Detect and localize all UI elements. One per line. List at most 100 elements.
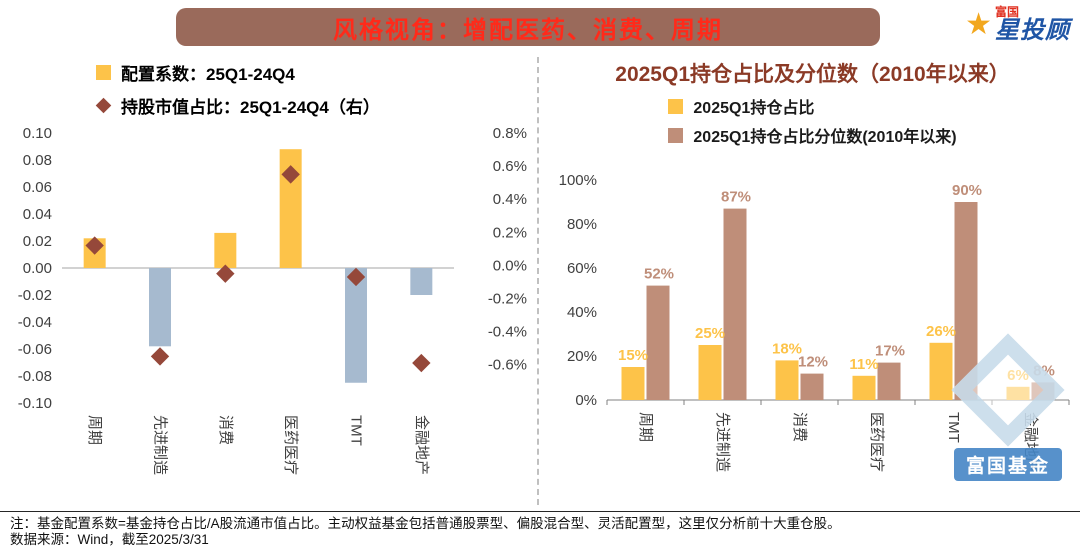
legend-item-allocation: 配置系数：25Q1-24Q4 (96, 60, 380, 85)
right-axis-tick-label: 0.0% (493, 257, 527, 274)
category-label: 医药医疗 (282, 415, 299, 475)
category-label: 周期 (86, 415, 103, 445)
left-axis-tick-label: 0.00 (23, 260, 52, 277)
right-axis-tick-label: 0.6% (493, 158, 527, 175)
y-axis-tick-label: 0% (575, 392, 597, 409)
percentile-bar (954, 202, 978, 400)
legend-label: 持股市值占比：25Q1-24Q4（右） (121, 98, 380, 117)
page-title: 风格视角：增配医药、消费、周期 (333, 16, 723, 44)
holding-share-diamond (281, 165, 300, 184)
holdings-chart-title: 2025Q1持仓占比及分位数（2010年以来） (615, 63, 1010, 86)
fullgoal-watermark: 富国基金 (942, 333, 1074, 481)
right-axis-tick-label: -0.4% (488, 324, 527, 341)
holding-share-diamond (216, 264, 235, 283)
legend-item-percentile: 2025Q1持仓占比分位数(2010年以来) (668, 123, 957, 147)
holdings-chart-legend: 2025Q1持仓占比 2025Q1持仓占比分位数(2010年以来) (545, 94, 1080, 152)
holding-share-diamond (150, 347, 170, 366)
holding-share-value-label: 15% (618, 347, 648, 364)
legend-item-holding-share: 2025Q1持仓占比 (668, 94, 814, 118)
right-axis-tick-label: 0.8% (493, 125, 527, 142)
left-axis-tick-label: -0.08 (18, 368, 52, 385)
category-label: TMT (348, 415, 365, 446)
percentile-bar (646, 285, 670, 400)
holding-share-value-label: 11% (849, 356, 878, 373)
data-source: 数据来源：Wind，截至2025/3/31 (10, 532, 209, 547)
holding-share-bar (852, 375, 876, 400)
right-axis-tick-label: -0.2% (488, 291, 527, 308)
percentile-value-label: 52% (644, 266, 674, 283)
holdings-chart: 0%20%40%60%80%100%15%52%周期25%87%先进制造18%1… (559, 172, 1070, 472)
category-label: 周期 (637, 412, 654, 442)
y-axis-tick-label: 100% (559, 172, 597, 189)
legend-label: 配置系数：25Q1-24Q4 (121, 65, 295, 84)
holding-share-value-label: 25% (695, 325, 725, 342)
category-label: 先进制造 (714, 412, 731, 472)
percentile-value-label: 87% (721, 189, 751, 206)
holding-share-diamond (412, 353, 431, 373)
right-axis-tick-label: 0.2% (493, 224, 527, 241)
left-axis-tick-label: 0.10 (23, 125, 52, 142)
brand-name-small: 富国 (995, 5, 1020, 19)
holding-share-value-label: 18% (772, 340, 802, 357)
legend-square-brown-icon (668, 127, 684, 143)
legend-label: 2025Q1持仓占比 (693, 100, 815, 117)
holding-share-value-label: 6% (1007, 367, 1029, 384)
fullgoal-diamond-logo-icon (951, 333, 1065, 447)
holding-share-bar (929, 342, 953, 400)
left-axis-tick-label: -0.10 (18, 395, 52, 412)
percentile-bar (723, 208, 747, 400)
title-banner: 风格视角：增配医药、消费、周期 (176, 8, 880, 46)
fullgoal-brand-name: 富国基金 (954, 448, 1062, 481)
holding-share-bar (698, 345, 722, 400)
legend-square-yellow-icon (96, 65, 111, 80)
holding-share-value-label: 26% (926, 323, 956, 340)
left-axis-tick-label: 0.02 (23, 233, 52, 250)
holding-share-bar (1006, 386, 1030, 400)
left-axis-tick-label: 0.08 (23, 152, 52, 169)
percentile-bar (800, 373, 824, 400)
legend-rows: 2025Q1持仓占比 2025Q1持仓占比分位数(2010年以来) (668, 94, 957, 152)
category-label: 金融地产 (413, 415, 430, 475)
allocation-chart: 0.10 0.08 0.06 0.04 0.02 0.00 -0.02 -0.04 -0.06 -… (18, 125, 527, 475)
allocation-coefficient-bar (279, 149, 302, 268)
right-axis-tick-label: -0.6% (488, 357, 527, 374)
left-axis-tick-label: 0.04 (23, 206, 52, 223)
star-icon: ★ (965, 7, 992, 41)
holding-share-diamond (346, 267, 366, 287)
allocation-coefficient-bar (345, 268, 367, 383)
footnote: 注：基金配置系数=基金持仓占比/A股流通市值占比。主动权益基金包括普通股票型、偏… (10, 516, 841, 531)
holding-share-bar (775, 360, 799, 400)
percentile-value-label: 17% (875, 343, 905, 360)
brand-text-block: 富国 星投顾 (995, 6, 1070, 43)
y-axis-tick-label: 60% (567, 260, 597, 277)
allocation-coefficient-bar (214, 232, 237, 268)
legend-item-holding: 持股市值占比：25Q1-24Q4（右） (95, 93, 380, 118)
right-axis-tick-label: 0.4% (493, 191, 527, 208)
percentile-value-label: 8% (1033, 362, 1055, 379)
footer: 注：基金配置系数=基金持仓占比/A股流通市值占比。主动权益基金包括普通股票型、偏… (0, 511, 1080, 548)
category-label: 消费 (791, 412, 808, 442)
percentile-value-label: 12% (798, 354, 828, 371)
category-label: TMT (945, 412, 962, 443)
y-axis-tick-label: 80% (567, 216, 597, 233)
percentile-bar (877, 362, 901, 400)
legend-square-yellow-icon (668, 98, 684, 114)
left-axis-tick-label: -0.04 (18, 314, 52, 331)
allocation-coefficient-bar (410, 268, 433, 295)
percentile-value-label: 90% (952, 182, 982, 199)
left-axis-tick-label: -0.02 (18, 287, 52, 304)
category-label: 消费 (217, 415, 234, 445)
brand-logo: ★ 富国 星投顾 (965, 6, 1070, 43)
left-axis-tick-label: 0.06 (23, 179, 52, 196)
category-label: 先进制造 (152, 415, 169, 475)
holding-share-bar (621, 367, 645, 400)
allocation-coefficient-bar (149, 268, 171, 347)
percentile-bar (1031, 382, 1055, 400)
section-divider (537, 57, 539, 505)
allocation-chart-legend: 配置系数：25Q1-24Q4 持股市值占比：25Q1-24Q4（右） (95, 60, 380, 126)
left-axis-tick-label: -0.06 (18, 341, 52, 358)
y-axis-tick-label: 40% (567, 304, 597, 321)
category-label: 医药医疗 (868, 412, 885, 472)
legend-label: 2025Q1持仓占比分位数(2010年以来) (693, 129, 957, 146)
